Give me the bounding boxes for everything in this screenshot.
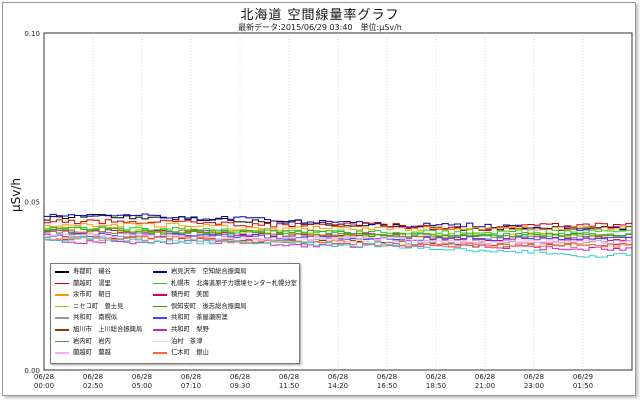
chart-subtitle: 最新データ:2015/06/29 03:40 単位:μSv/h xyxy=(238,23,402,32)
legend-label: 共和町 茶屋瀬照澳 xyxy=(171,314,228,322)
series-line xyxy=(44,236,632,248)
legend-swatch xyxy=(153,329,167,331)
legend-swatch xyxy=(55,305,69,308)
y-tick-label: 0.00 xyxy=(24,367,40,375)
series-line xyxy=(44,232,632,245)
legend-label: 岩内町 岩内 xyxy=(73,337,111,345)
chart-title: 北海道 空間線量率グラフ xyxy=(240,8,400,23)
x-tick-date: 06/28 xyxy=(230,373,250,381)
x-tick-date: 06/28 xyxy=(34,373,54,381)
x-tick-date: 06/28 xyxy=(475,373,495,381)
x-tick-date: 06/29 xyxy=(573,373,593,381)
x-tick-time: 21:00 xyxy=(475,382,495,390)
legend-label: 余市町 朝日 xyxy=(73,291,111,299)
legend-label: 蘭越町 蘭越 xyxy=(73,349,111,357)
x-tick-time: 05:00 xyxy=(132,382,152,390)
x-axis-ticks: 06/2800:0006/2802:5006/2805:0006/2807:10… xyxy=(34,373,593,390)
legend-swatch xyxy=(153,282,167,285)
y-tick-label: 0.05 xyxy=(24,199,40,207)
legend-label: 倶知安町 後志総合振興局 xyxy=(171,302,247,310)
x-tick-time: 00:00 xyxy=(34,382,54,390)
series-line xyxy=(44,214,632,231)
legend-swatch xyxy=(55,352,69,354)
series-line xyxy=(44,222,632,231)
x-tick-time: 01:50 xyxy=(573,382,593,390)
legend-label: 旭川市 上川総合振興局 xyxy=(73,326,143,333)
legend-swatch xyxy=(153,317,167,319)
series-line xyxy=(44,213,632,231)
legend-label: 蘭越町 湯里 xyxy=(73,279,111,287)
x-tick-date: 06/28 xyxy=(377,373,397,381)
series-line xyxy=(44,236,632,258)
x-tick-date: 06/28 xyxy=(83,373,103,381)
x-tick-date: 06/28 xyxy=(279,373,299,381)
legend-label: ニセコ町 曽士見 xyxy=(73,302,124,310)
x-tick-date: 06/28 xyxy=(328,373,348,381)
legend-swatch xyxy=(55,329,69,331)
x-tick-date: 06/28 xyxy=(181,373,201,381)
legend-swatch xyxy=(153,271,167,273)
gridlines xyxy=(44,33,632,370)
legend-label: 泊村 茶津 xyxy=(171,337,203,345)
legend-swatch xyxy=(153,352,167,354)
x-tick-time: 02:50 xyxy=(83,382,103,390)
legend-label: 共和町 南幌似 xyxy=(73,314,118,322)
legend-label: 積丹町 美国 xyxy=(171,291,209,299)
legend-label: 共和町 梨野 xyxy=(171,326,209,333)
x-tick-date: 06/28 xyxy=(132,373,152,381)
legend-swatch xyxy=(55,271,69,273)
legend-label: 岩見沢市 空知総合振興局 xyxy=(171,268,247,275)
series-lines xyxy=(44,213,632,258)
x-tick-time: 07:10 xyxy=(181,382,201,390)
legend-label: 札幌市 北海道原子力環境センター札幌分室 xyxy=(171,279,297,287)
legend-swatch xyxy=(55,317,69,319)
x-tick-date: 06/28 xyxy=(524,373,544,381)
x-tick-time: 09:30 xyxy=(230,382,250,390)
legend-swatch xyxy=(153,305,167,308)
series-line xyxy=(44,226,632,238)
legend-swatch xyxy=(55,340,69,343)
legend-swatch xyxy=(55,282,69,285)
legend-swatch xyxy=(153,340,167,343)
y-axis-ticks: 0.00 0.05 0.10 xyxy=(24,30,40,375)
legend-label: 仁木町 銀山 xyxy=(171,349,209,357)
x-tick-time: 16:50 xyxy=(377,382,397,390)
legend-label: 寿都町 磯谷 xyxy=(73,268,111,275)
x-tick-time: 18:50 xyxy=(426,382,446,390)
x-tick-time: 11:50 xyxy=(279,382,299,390)
x-tick-date: 06/28 xyxy=(426,373,446,381)
legend-swatch xyxy=(153,294,167,296)
y-tick-label: 0.10 xyxy=(24,30,40,38)
x-tick-time: 14:20 xyxy=(328,382,348,390)
legend-swatch xyxy=(55,294,69,296)
x-tick-time: 23:00 xyxy=(524,382,544,390)
legend: 寿都町 磯谷 岩見沢市 空知総合振興局蘭越町 湯里 札幌市 北海道原子力環境センター… xyxy=(50,263,300,364)
